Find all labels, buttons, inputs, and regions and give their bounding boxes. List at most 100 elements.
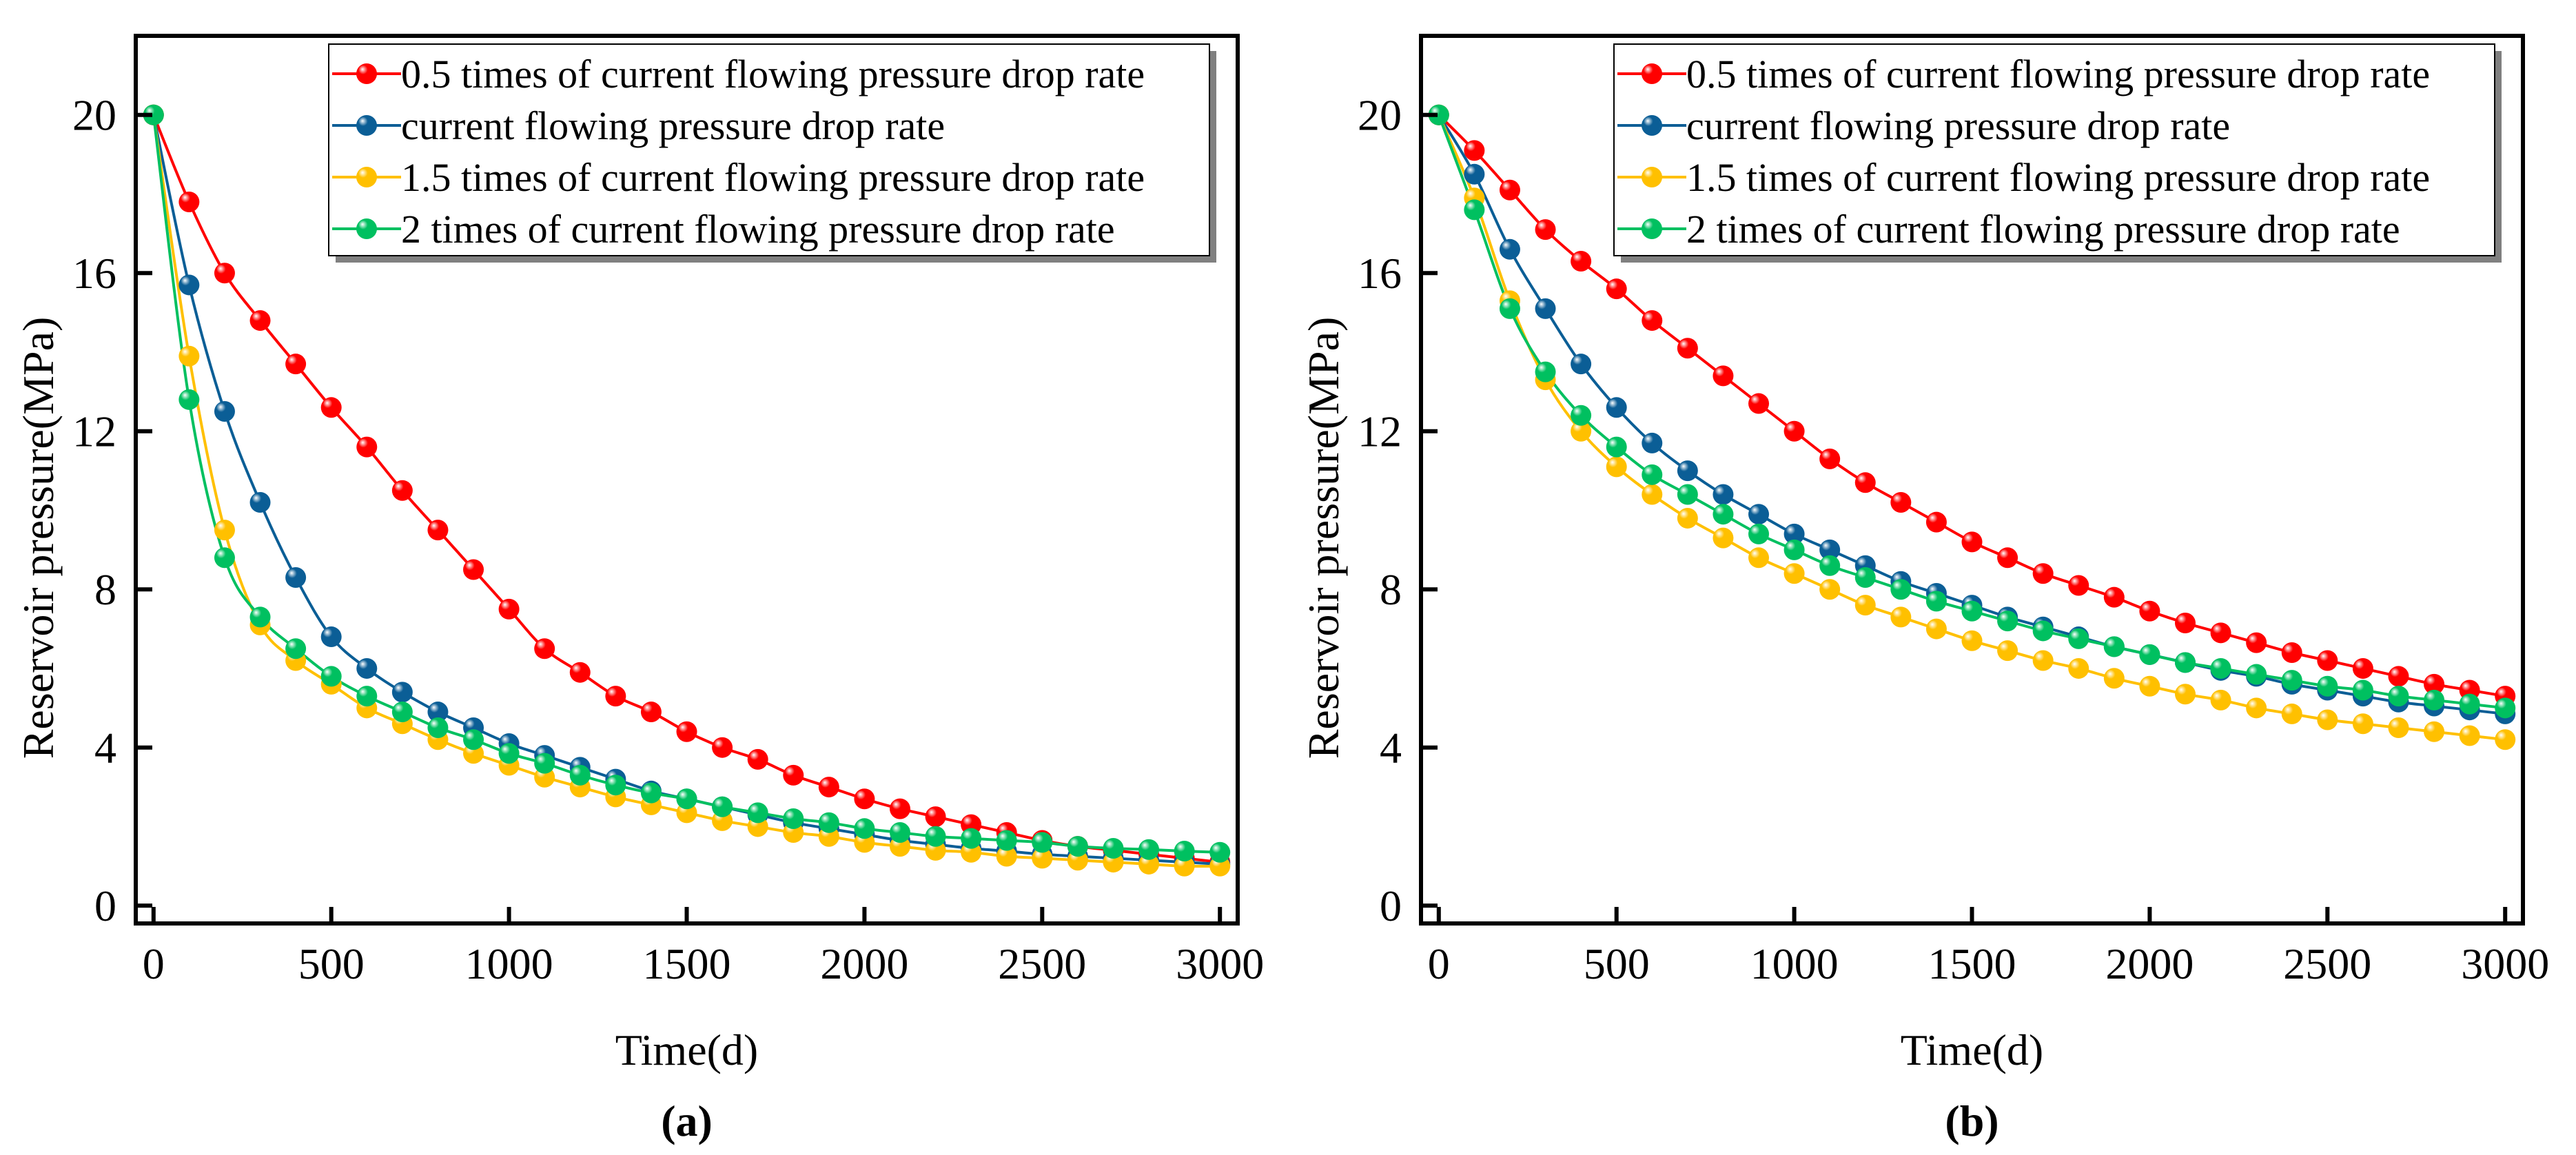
legend-marker (1642, 218, 1662, 239)
data-point-series-4 (178, 389, 200, 410)
data-point-series-4 (534, 753, 555, 774)
data-point-series-1 (2032, 563, 2054, 584)
data-point-series-2 (1642, 432, 1663, 453)
data-point-series-2 (1677, 460, 1698, 482)
x-tick-label: 1500 (643, 939, 731, 988)
y-axis-title: Reservoir pressure(MPa) (1299, 317, 1348, 759)
data-point-series-1 (783, 764, 804, 786)
data-point-series-4 (2246, 664, 2267, 685)
data-point-series-1 (1783, 420, 1805, 442)
data-point-series-2 (1571, 354, 1592, 375)
data-point-series-2 (356, 657, 378, 679)
data-point-series-3 (2424, 721, 2445, 742)
data-point-series-1 (391, 480, 413, 501)
data-point-series-2 (1819, 539, 1841, 560)
data-point-series-2 (427, 702, 449, 723)
data-point-series-4 (676, 788, 697, 810)
data-point-series-4 (1138, 839, 1160, 860)
data-point-series-4 (1606, 436, 1627, 458)
data-point-series-4 (427, 717, 449, 739)
data-point-series-3 (1748, 547, 1770, 569)
data-point-series-4 (214, 547, 235, 569)
y-tick-label: 8 (1380, 565, 1402, 614)
data-point-series-2 (320, 626, 342, 648)
data-point-series-1 (1925, 511, 1947, 533)
legend-label: 0.5 times of current flowing pressure dr… (401, 52, 1145, 96)
data-point-series-3 (2281, 703, 2302, 724)
data-point-series-1 (2424, 673, 2445, 695)
data-point-series-1 (178, 191, 200, 212)
data-point-series-1 (818, 777, 839, 798)
data-point-series-4 (2068, 628, 2089, 649)
data-point-series-1 (925, 806, 946, 828)
data-point-series-4 (2352, 679, 2373, 701)
data-point-series-3 (1819, 579, 1841, 600)
data-point-series-1 (2174, 612, 2196, 633)
data-point-series-1 (463, 559, 484, 580)
x-tick-label: 3000 (2461, 939, 2549, 988)
data-point-series-1 (1642, 310, 1663, 331)
x-tick-label: 0 (143, 939, 165, 988)
data-point-series-2 (1748, 504, 1770, 525)
data-point-series-3 (1642, 484, 1663, 505)
x-tick-label: 3000 (1176, 939, 1264, 988)
legend-marker (356, 167, 377, 187)
legend-label: 1.5 times of current flowing pressure dr… (1686, 155, 2430, 200)
data-point-series-2 (391, 682, 413, 703)
data-point-series-1 (2103, 586, 2125, 608)
data-point-series-4 (925, 826, 946, 847)
data-point-series-4 (2103, 636, 2125, 657)
y-tick-label: 0 (94, 881, 116, 930)
data-point-series-4 (783, 808, 804, 829)
data-point-series-4 (2210, 657, 2231, 679)
data-point-series-1 (356, 436, 378, 458)
data-point-series-2 (178, 274, 200, 296)
data-point-series-3 (1713, 527, 1734, 549)
legend-item-2: current flowing pressure drop rate (332, 103, 945, 148)
data-point-series-2 (1606, 397, 1627, 418)
data-point-series-3 (2139, 675, 2160, 697)
data-point-series-4 (854, 818, 875, 839)
data-point-series-4 (1997, 611, 2018, 632)
legend-marker (1642, 115, 1662, 136)
data-point-series-1 (640, 702, 662, 723)
data-point-series-1 (1854, 472, 1876, 493)
data-point-series-1 (285, 354, 307, 375)
legend: 0.5 times of current flowing pressure dr… (1613, 43, 2502, 263)
data-point-series-4 (1209, 841, 1231, 863)
data-point-series-4 (1571, 405, 1592, 426)
data-point-series-3 (1606, 456, 1627, 478)
data-point-series-1 (1499, 179, 1520, 201)
data-point-series-4 (1174, 841, 1195, 862)
legend-item-3: 1.5 times of current flowing pressure dr… (1617, 155, 2430, 200)
legend-label: 1.5 times of current flowing pressure dr… (401, 155, 1145, 200)
data-point-series-4 (712, 796, 733, 817)
data-point-series-1 (2388, 666, 2409, 687)
data-point-series-2 (249, 491, 271, 513)
data-point-series-4 (2174, 652, 2196, 673)
data-point-series-3 (2246, 697, 2267, 719)
data-point-series-3 (1925, 618, 1947, 640)
data-point-series-4 (1103, 837, 1124, 859)
legend-label: 2 times of current flowing pressure drop… (1686, 207, 2400, 252)
data-point-series-4 (2281, 670, 2302, 691)
data-point-series-3 (1961, 630, 1983, 651)
data-point-series-3 (1890, 606, 1912, 628)
y-tick-label: 12 (72, 407, 116, 456)
data-point-series-3 (2388, 717, 2409, 739)
chart-panel-a: 0 500 1000 1500 2000 2500 3000 0 4 8 12 16 20 Time(d)… (14, 34, 1264, 1145)
legend-item-3: 1.5 times of current flowing pressure dr… (332, 155, 1145, 200)
data-point-series-1 (534, 638, 555, 660)
data-point-series-4 (569, 764, 591, 786)
data-point-series-4 (1499, 298, 1520, 319)
data-point-series-1 (1890, 491, 1912, 513)
data-point-series-1 (1677, 338, 1698, 359)
chart-panel-b: 0 500 1000 1500 2000 2500 3000 0 4 8 12 16 20 Time(d)… (1299, 34, 2549, 1145)
y-tick-label: 20 (1358, 91, 1402, 140)
y-tick-label: 0 (1380, 881, 1402, 930)
data-point-series-2 (1713, 484, 1734, 505)
data-point-series-1 (712, 737, 733, 758)
legend-item-4: 2 times of current flowing pressure drop… (1617, 207, 2400, 252)
data-point-series-4 (391, 702, 413, 723)
